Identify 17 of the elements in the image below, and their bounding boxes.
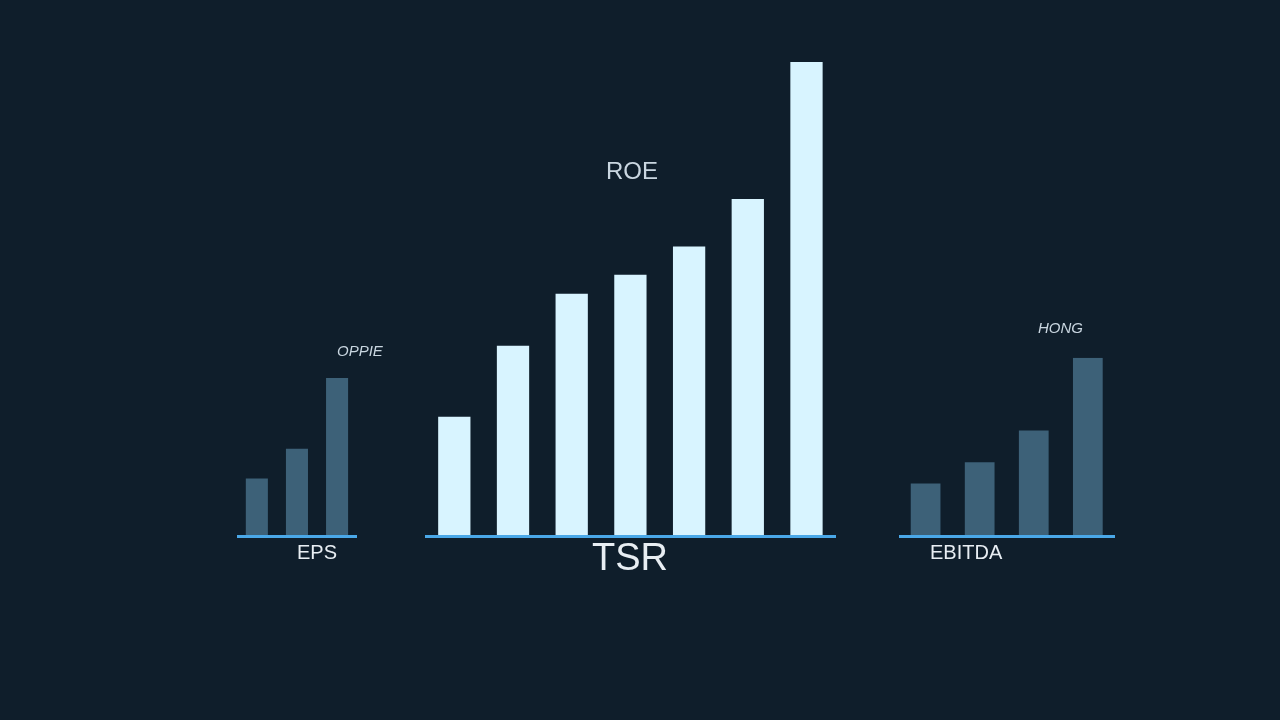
annotation: ROE: [606, 157, 659, 184]
x-axis-title: TSR: [592, 536, 668, 578]
bar: [438, 416, 471, 535]
text: OPPIE: [337, 342, 384, 359]
bar: [496, 345, 530, 535]
bar: [790, 61, 823, 535]
bar: [614, 274, 647, 535]
bar: [555, 293, 588, 535]
x-axis-title: EPS: [297, 541, 338, 563]
x-axis-title: EBITDA: [930, 541, 1003, 563]
bar: [910, 483, 941, 535]
bar: [1018, 430, 1049, 535]
text: HONG: [1038, 319, 1084, 336]
bar: [1072, 357, 1103, 535]
bar: [672, 246, 706, 535]
bar: [964, 462, 995, 535]
bar: [731, 199, 764, 535]
